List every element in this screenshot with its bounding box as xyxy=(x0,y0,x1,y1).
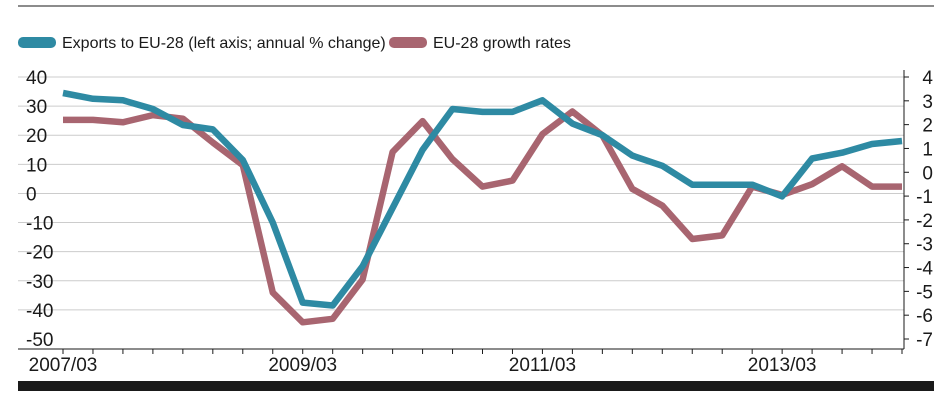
legend-swatch-exports xyxy=(18,37,56,48)
left-tick-label: -40 xyxy=(26,301,53,322)
x-tick-label: 2013/03 xyxy=(748,355,817,376)
legend-label-eu-growth: EU-28 growth rates xyxy=(433,35,571,52)
right-tick-label: 1 xyxy=(922,139,933,160)
left-tick-label: 20 xyxy=(26,126,47,147)
left-tick-label: 10 xyxy=(26,155,47,176)
right-tick-label: -7 xyxy=(916,330,933,351)
left-tick-label: -20 xyxy=(26,243,53,264)
right-tick-label: -2 xyxy=(916,211,933,232)
left-tick-label: -30 xyxy=(26,272,53,293)
left-tick-label: 40 xyxy=(26,68,47,89)
right-tick-label: -4 xyxy=(916,259,933,280)
right-axis: 4 3 21 0 -1 -2 -3 -4-5 -6 -7 xyxy=(903,68,933,351)
right-tick-label: 2 xyxy=(922,116,933,137)
right-tick-label: -1 xyxy=(916,187,933,208)
series-points xyxy=(62,111,903,323)
bottom-bar xyxy=(18,381,934,391)
left-tick-label: 0 xyxy=(26,184,37,205)
x-tick-label: 2009/03 xyxy=(268,355,337,376)
right-tick-label: -6 xyxy=(916,306,933,327)
left-tick-label: -10 xyxy=(26,214,53,235)
series-line-eu-growth xyxy=(63,108,902,326)
right-tick-label: -5 xyxy=(916,282,933,303)
right-tick-label: 3 xyxy=(922,92,933,113)
legend-label-exports: Exports to EU-28 (left axis; annual % ch… xyxy=(62,35,386,52)
series-points xyxy=(62,92,903,306)
left-axis: 40 30 20 10 0 -10 -20 -30 -40 -50 xyxy=(26,68,53,351)
left-tick-label: -50 xyxy=(26,330,53,351)
series-line-exports xyxy=(62,89,903,309)
right-tick-label: -3 xyxy=(916,235,933,256)
right-tick-label: 4 xyxy=(922,68,933,89)
x-tick-label: 2011/03 xyxy=(509,355,576,376)
right-tick-label: 0 xyxy=(922,163,933,184)
x-axis: 2007/03 2009/03 2011/03 2013/03 xyxy=(18,348,904,376)
legend-swatch-eu-growth xyxy=(389,37,427,48)
series-lines xyxy=(62,89,903,326)
legend: Exports to EU-28 (left axis; annual % ch… xyxy=(18,35,571,52)
x-tick-label: 2007/03 xyxy=(29,355,98,376)
left-tick-label: 30 xyxy=(26,97,47,118)
